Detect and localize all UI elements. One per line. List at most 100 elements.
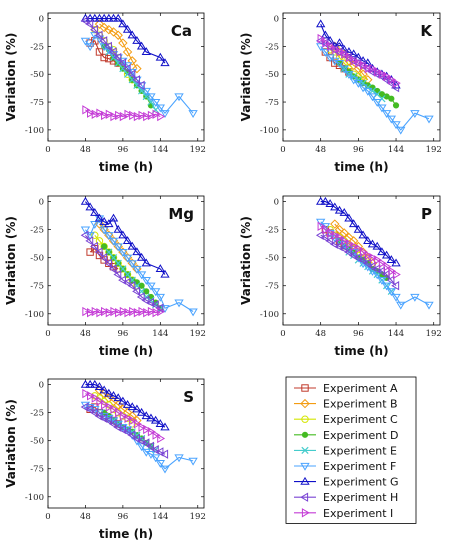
data-point [334,241,343,252]
data-point [150,300,159,310]
data-point [369,253,378,263]
data-point [381,250,392,259]
data-point [82,105,91,115]
series-h [80,230,164,313]
data-point [127,430,136,440]
data-point [118,424,126,435]
data-point [353,253,362,263]
data-point [129,306,138,317]
series-g [316,196,401,267]
legend-label: Experiment I [323,507,393,520]
data-point [108,419,117,429]
panel-mg: 0 48 96 144 192 0 -25 -50 -75 -100 time (h) Variati… [4,195,206,358]
data-point [124,109,133,119]
data-point [138,282,145,289]
data-point [80,16,89,26]
data-point [152,109,161,119]
x-tick-label: 192 [190,329,206,339]
x-tick-label: 144 [152,512,168,522]
y-axis-label: Variation (%) [239,33,253,122]
data-point [150,415,161,424]
data-point [155,293,165,302]
data-point [160,110,170,118]
data-point [174,299,184,308]
data-point [105,109,114,119]
data-point [325,236,334,246]
data-point [118,396,128,405]
data-point [118,58,126,68]
x-axis-label: time (h) [99,344,153,358]
data-point [381,282,392,291]
legend-item: Experiment C [294,413,398,426]
y-tick-label: -75 [30,98,44,108]
data-point [118,248,128,257]
data-point [334,38,345,47]
data-point [146,413,156,422]
data-point [119,265,127,273]
data-point [136,436,145,446]
series-i [317,33,401,88]
panel-title: Ca [171,22,192,40]
data-point [113,422,122,432]
legend-label: Experiment A [323,382,398,395]
data-point [127,402,137,411]
data-point [147,306,156,317]
x-tick-label: 0 [280,145,285,155]
data-point [99,22,109,33]
y-axis-label: Variation (%) [239,216,253,305]
data-point [160,465,170,474]
x-tick-label: 144 [388,329,404,339]
x-tick-label: 192 [426,145,442,155]
data-point [386,288,397,297]
data-point [388,75,397,85]
data-point [85,379,95,388]
data-point [136,443,147,452]
data-point [359,247,368,257]
data-point [115,407,123,418]
data-point [141,438,150,448]
data-point [388,95,395,102]
plot-frame [282,12,441,142]
data-point [150,288,161,297]
data-point [339,228,349,238]
data-point [95,237,104,245]
x-tick-label: 48 [80,329,91,339]
data-point [424,115,434,124]
data-point [99,385,109,394]
data-point [96,307,105,318]
data-point [355,58,364,68]
data-point [122,277,131,288]
data-point [133,307,142,318]
data-point [320,48,331,57]
data-point [174,93,184,102]
y-tick-label: -75 [30,282,44,292]
series-line [320,46,430,131]
legend-marker [300,462,310,471]
y-tick-label: -100 [25,493,44,503]
legend-label: Experiment F [323,460,396,473]
data-point [90,407,98,418]
data-point [155,303,164,313]
data-point [141,295,150,306]
y-axis-label: Variation (%) [4,399,18,488]
x-tick-label: 48 [315,145,326,155]
data-point [143,424,152,435]
data-point [315,230,324,240]
data-point [350,56,359,66]
data-point [87,391,95,401]
data-point [141,87,151,96]
data-point [383,261,392,272]
legend-item: Experiment F [294,460,396,473]
legend-marker [300,492,309,502]
data-point [110,404,119,414]
x-tick-label: 192 [190,512,206,522]
data-point [109,253,118,262]
data-point [374,255,382,265]
data-point [132,265,142,274]
data-point [85,404,94,414]
data-point [101,400,109,410]
data-point [122,427,131,437]
data-point [334,59,345,68]
data-point [108,213,119,222]
data-point [113,13,123,22]
